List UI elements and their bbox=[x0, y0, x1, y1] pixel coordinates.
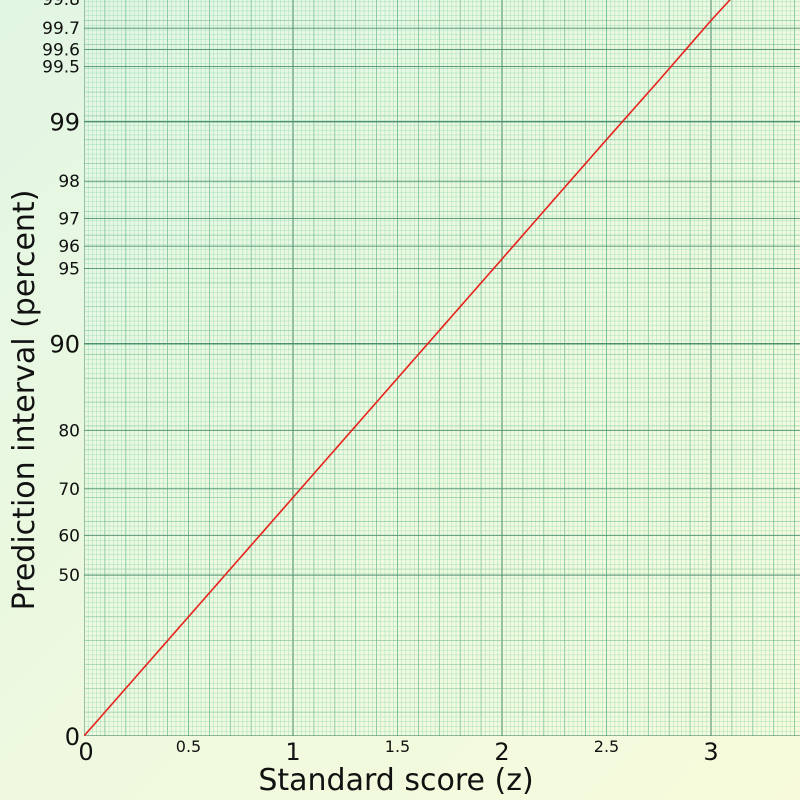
y-tick-label: 80 bbox=[58, 421, 80, 441]
y-tick-label: 98 bbox=[58, 172, 80, 192]
x-tick-label: 3 bbox=[703, 738, 718, 766]
y-tick-label: 99.8 bbox=[42, 0, 80, 10]
y-tick-label: 99.5 bbox=[42, 58, 80, 78]
prediction-interval-curve bbox=[84, 0, 731, 736]
x-tick-label: 2.5 bbox=[594, 737, 619, 756]
y-tick-label: 90 bbox=[49, 331, 80, 359]
y-tick-label: 70 bbox=[58, 480, 80, 500]
x-tick-label: 1.5 bbox=[385, 737, 410, 756]
x-tick-label: 2 bbox=[494, 738, 509, 766]
grid bbox=[84, 0, 800, 736]
x-tick-label: 1 bbox=[285, 738, 300, 766]
y-tick-label: 99 bbox=[49, 109, 80, 137]
x-axis-title: Standard score (z) bbox=[258, 763, 533, 798]
y-tick-label: 95 bbox=[58, 260, 80, 280]
y-axis-title: Prediction interval (percent) bbox=[7, 190, 42, 611]
x-tick-label: 0 bbox=[78, 738, 93, 766]
y-tick-label: 99.6 bbox=[42, 41, 80, 61]
tick-labels: 05060708090959697989999.599.699.799.899.… bbox=[42, 0, 719, 766]
y-tick-label: 96 bbox=[58, 237, 80, 257]
y-tick-label: 0 bbox=[65, 723, 80, 751]
curve-layer bbox=[84, 0, 731, 736]
y-tick-label: 50 bbox=[58, 566, 80, 586]
y-tick-label: 97 bbox=[58, 209, 80, 229]
y-tick-label: 60 bbox=[58, 526, 80, 546]
y-tick-label: 99.7 bbox=[42, 19, 80, 39]
x-tick-label: 0.5 bbox=[176, 737, 201, 756]
